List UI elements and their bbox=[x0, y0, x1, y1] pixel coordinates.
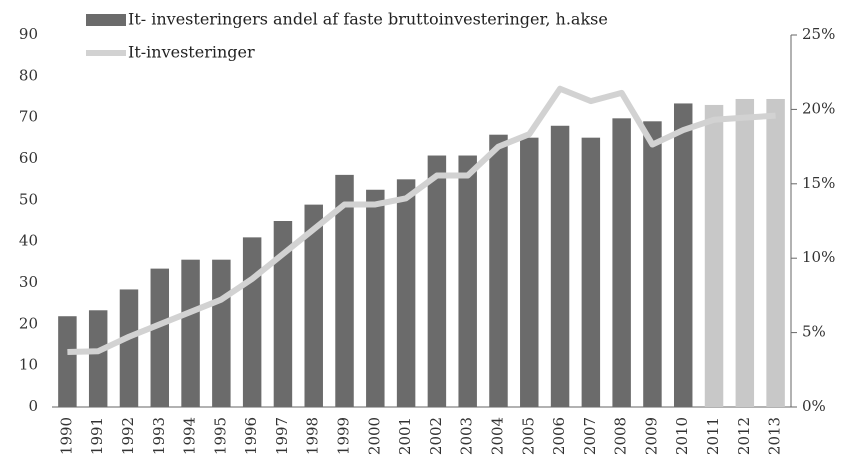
y2-tick-label: 0% bbox=[802, 397, 826, 415]
x-tick-label: 1996 bbox=[242, 417, 260, 455]
y-tick-label: 70 bbox=[19, 108, 38, 126]
y2-tick-label: 25% bbox=[802, 25, 835, 43]
x-tick-label: 2009 bbox=[642, 417, 660, 455]
bar bbox=[150, 268, 170, 407]
y-tick-label: 20 bbox=[19, 314, 38, 332]
y-tick-label: 90 bbox=[19, 25, 38, 43]
y2-tick-label: 10% bbox=[802, 248, 835, 266]
bar bbox=[489, 134, 508, 408]
x-tick-label: 1992 bbox=[119, 417, 137, 455]
bar bbox=[581, 137, 601, 407]
y-tick-label: 80 bbox=[19, 66, 38, 84]
bar bbox=[212, 259, 231, 407]
x-tick-label: 1990 bbox=[57, 417, 75, 455]
x-tick-label: 1993 bbox=[150, 417, 168, 455]
x-tick-label: 2001 bbox=[396, 417, 414, 455]
bar bbox=[58, 316, 77, 407]
x-tick-label: 2006 bbox=[550, 417, 568, 455]
bar bbox=[181, 259, 200, 407]
x-tick-label: 1995 bbox=[211, 417, 229, 455]
x-tick-label: 1991 bbox=[88, 417, 106, 455]
y-tick-label: 50 bbox=[19, 190, 38, 208]
bar bbox=[304, 204, 323, 407]
x-tick-label: 2012 bbox=[735, 417, 753, 455]
x-tick-label: 2011 bbox=[704, 417, 722, 455]
x-tick-label: 1997 bbox=[273, 417, 291, 455]
bar bbox=[735, 98, 755, 407]
x-tick-label: 2004 bbox=[488, 417, 506, 455]
x-tick-label: 2013 bbox=[766, 417, 784, 455]
x-tick-label: 2008 bbox=[612, 417, 630, 455]
bar bbox=[673, 103, 693, 407]
y2-tick-label: 5% bbox=[802, 323, 826, 341]
x-tick-label: 2007 bbox=[581, 417, 599, 455]
bar bbox=[242, 237, 262, 407]
bar bbox=[766, 98, 785, 407]
bar bbox=[704, 104, 724, 407]
x-tick-label: 2000 bbox=[365, 417, 383, 455]
legend-label: It-investeringer bbox=[128, 43, 255, 62]
y-tick-label: 0 bbox=[28, 397, 38, 415]
bar bbox=[643, 121, 662, 407]
bar bbox=[458, 155, 477, 407]
bar bbox=[119, 289, 139, 407]
bar bbox=[550, 125, 570, 407]
x-tick-label: 1999 bbox=[335, 417, 353, 455]
x-tick-label: 2002 bbox=[427, 417, 445, 455]
x-tick-label: 1994 bbox=[181, 417, 199, 455]
bar bbox=[335, 174, 354, 407]
bar bbox=[612, 118, 631, 407]
bar bbox=[520, 137, 539, 407]
bar bbox=[396, 179, 416, 407]
bar bbox=[88, 310, 108, 407]
legend-label: It- investeringers andel af faste brutto… bbox=[128, 10, 608, 29]
y2-tick-label: 20% bbox=[802, 99, 835, 117]
y-tick-label: 40 bbox=[19, 232, 38, 250]
x-tick-label: 2010 bbox=[673, 417, 691, 455]
y2-tick-label: 15% bbox=[802, 174, 835, 192]
line bbox=[67, 85, 776, 356]
x-tick-label: 2003 bbox=[458, 417, 476, 455]
y-tick-label: 60 bbox=[19, 149, 38, 167]
x-tick-label: 2005 bbox=[519, 417, 537, 455]
y-tick-label: 30 bbox=[19, 273, 38, 291]
bar bbox=[427, 155, 447, 407]
x-tick-label: 1998 bbox=[304, 417, 322, 455]
bar bbox=[273, 221, 293, 407]
bar bbox=[366, 189, 385, 407]
y-tick-label: 10 bbox=[19, 356, 38, 374]
legend-swatch bbox=[86, 14, 126, 26]
